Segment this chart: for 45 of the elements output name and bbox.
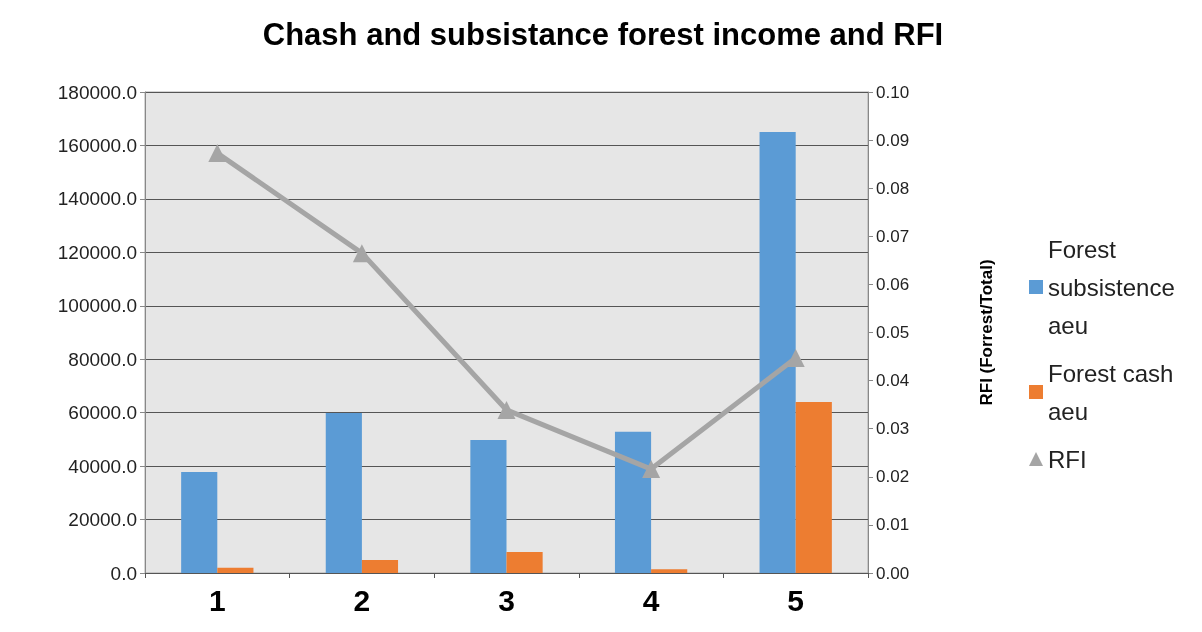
bar	[614, 431, 652, 573]
x-tick-label: 2	[353, 583, 371, 617]
y-tick-label: 140000.0	[57, 188, 137, 210]
y-tick-label: 80000.0	[68, 348, 137, 370]
y2-tick-label: 0.02	[876, 467, 910, 487]
legend-label: Forest cash aeu	[1048, 359, 1181, 425]
y2-tick-label: 0.01	[876, 515, 910, 535]
y2-tick-label: 0.08	[876, 178, 910, 198]
x-tick-label: 3	[498, 583, 515, 617]
point	[208, 144, 227, 163]
point	[786, 348, 805, 367]
y2-tick-label: 0.09	[876, 130, 910, 150]
y-tick-label: 0.0	[110, 562, 137, 584]
point	[497, 400, 516, 419]
y2-tick-label: 0.00	[876, 563, 910, 583]
y-tick-label: 100000.0	[57, 295, 137, 317]
y2-tick-label: 0.05	[876, 323, 910, 342]
y-tick-label: 40000.0	[68, 455, 137, 477]
bar	[506, 551, 543, 573]
chart-title: Chash and subsistance forest income and RFI	[262, 17, 944, 52]
y-tick-label: 160000.0	[57, 134, 137, 156]
bar	[795, 401, 832, 573]
bar	[759, 132, 796, 573]
bar	[181, 471, 218, 573]
y2-axis-title: RFI (Forrest/Total)	[977, 259, 996, 406]
y2-tick-label: 0.07	[876, 226, 910, 246]
y-tick-label: 20000.0	[68, 509, 137, 531]
y2-tick-label: 0.04	[876, 371, 910, 391]
y2-tick-label: 0.03	[876, 419, 910, 439]
y-tick-label: 180000.0	[57, 81, 137, 103]
x-tick-label: 1	[208, 583, 226, 617]
y2-tick-label: 0.10	[876, 82, 910, 102]
x-tick-label: 4	[642, 583, 660, 617]
bar	[325, 412, 362, 573]
x-tick-label: 5	[787, 583, 805, 617]
y-tick-label: 120000.0	[57, 241, 137, 263]
y2-tick-label: 0.06	[876, 274, 910, 294]
point	[642, 460, 661, 479]
bar	[651, 569, 688, 573]
legend-label: Forest subsistence aeu	[1048, 235, 1182, 339]
y-tick-label: 60000.0	[68, 402, 137, 424]
bar	[470, 439, 507, 573]
legend-label: RFI	[1048, 445, 1087, 473]
bar	[361, 559, 399, 573]
bar	[217, 567, 254, 573]
